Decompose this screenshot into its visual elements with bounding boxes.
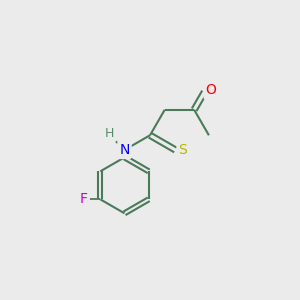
Text: N: N: [119, 143, 130, 157]
Text: F: F: [80, 192, 88, 206]
Text: O: O: [206, 83, 216, 98]
Text: S: S: [178, 143, 187, 157]
Text: H: H: [105, 127, 115, 140]
